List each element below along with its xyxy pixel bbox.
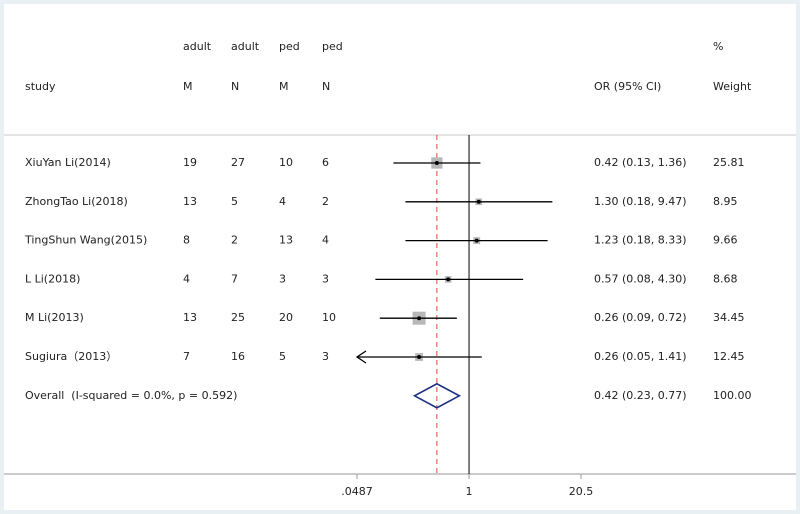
overall-diamond xyxy=(412,382,462,409)
count: 3 xyxy=(322,350,329,363)
or-label: 1.23 (0.18, 8.33) xyxy=(594,234,687,247)
count: 25 xyxy=(231,311,245,324)
or-label: 0.57 (0.08, 4.30) xyxy=(594,272,687,285)
or-label: 0.26 (0.09, 0.72) xyxy=(594,311,687,324)
count: 20 xyxy=(279,311,293,324)
count: 13 xyxy=(183,195,197,208)
count: 7 xyxy=(183,350,190,363)
ci-arrow xyxy=(355,350,367,364)
x-tick-label: .0487 xyxy=(341,485,373,498)
header-top: ped xyxy=(322,40,343,53)
or-label: 1.30 (0.18, 9.47) xyxy=(594,195,687,208)
weight-label: 8.95 xyxy=(713,195,738,208)
weight-label: 9.66 xyxy=(713,234,738,247)
header: OR (95% CI) xyxy=(594,80,661,93)
count: 19 xyxy=(183,156,197,169)
x-tick-label: 1 xyxy=(466,485,473,498)
count: 3 xyxy=(322,272,329,285)
count: 10 xyxy=(322,311,336,324)
header: M xyxy=(279,80,289,93)
count: 13 xyxy=(279,234,293,247)
plot-background xyxy=(4,4,796,510)
study-label: XiuYan Li(2014) xyxy=(25,156,111,169)
count: 10 xyxy=(279,156,293,169)
study-label: TingShun Wang(2015) xyxy=(24,234,147,247)
count: 2 xyxy=(322,195,329,208)
x-tick-label: 20.5 xyxy=(569,485,594,498)
count: 4 xyxy=(322,234,329,247)
or-label: 0.26 (0.05, 1.41) xyxy=(594,350,687,363)
header-top: adult xyxy=(231,40,260,53)
or-label: 0.42 (0.13, 1.36) xyxy=(594,156,687,169)
count: 4 xyxy=(183,272,190,285)
point-estimate xyxy=(446,277,451,282)
point-estimate xyxy=(474,238,479,243)
header: Weight xyxy=(713,80,752,93)
study-label: L Li(2018) xyxy=(25,272,80,285)
count: 4 xyxy=(279,195,286,208)
count: 3 xyxy=(279,272,286,285)
header: N xyxy=(322,80,330,93)
study-label: M Li(2013) xyxy=(25,311,84,324)
count: 8 xyxy=(183,234,190,247)
weight-label: 34.45 xyxy=(713,311,745,324)
count: 5 xyxy=(231,195,238,208)
count: 27 xyxy=(231,156,245,169)
count: 16 xyxy=(231,350,245,363)
header-top: adult xyxy=(183,40,212,53)
count: 7 xyxy=(231,272,238,285)
count: 13 xyxy=(183,311,197,324)
study-label: Sugiura（2013） xyxy=(25,350,117,363)
header-top: % xyxy=(713,40,723,53)
point-estimate xyxy=(417,316,422,321)
point-estimate xyxy=(434,161,439,165)
point-estimate xyxy=(476,199,481,204)
study-label: ZhongTao Li(2018) xyxy=(25,195,128,208)
count: 6 xyxy=(322,156,329,169)
overall-weight-label: 100.00 xyxy=(713,389,752,402)
header-top: ped xyxy=(279,40,300,53)
count: 5 xyxy=(279,350,286,363)
header: study xyxy=(25,80,56,93)
weight-label: 12.45 xyxy=(713,350,745,363)
overall-label: Overall (I-squared = 0.0%, p = 0.592) xyxy=(25,389,237,402)
point-estimate xyxy=(417,355,422,359)
weight-label: 8.68 xyxy=(713,272,738,285)
header: N xyxy=(231,80,239,93)
header: M xyxy=(183,80,193,93)
count: 2 xyxy=(231,234,238,247)
overall-or-label: 0.42 (0.23, 0.77) xyxy=(594,389,687,402)
weight-label: 25.81 xyxy=(713,156,745,169)
